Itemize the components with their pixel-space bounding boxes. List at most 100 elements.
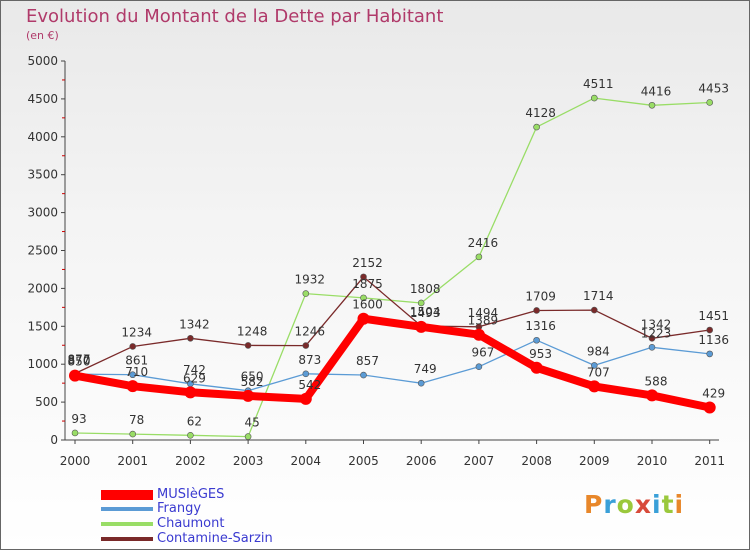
data-label-musi-ges: 542	[298, 378, 321, 392]
data-point-chaumont	[706, 99, 714, 106]
data-label-chaumont: 78	[129, 413, 144, 427]
data-label-musi-ges: 1493	[410, 306, 441, 320]
data-point-chaumont	[302, 290, 310, 297]
data-label-frangy: 742	[183, 363, 206, 377]
y-tick-label: 500	[35, 395, 58, 409]
data-point-musi-ges	[415, 320, 428, 333]
data-label-chaumont: 45	[244, 416, 259, 430]
data-point-musi-ges	[242, 389, 255, 402]
data-label-musi-ges: 582	[241, 375, 264, 389]
data-label-chaumont: 62	[187, 414, 202, 428]
data-label-contamine-sarzin: 1451	[698, 309, 729, 323]
legend-label-frangy: Frangy	[157, 501, 202, 516]
data-label-chaumont: 1808	[410, 282, 441, 296]
y-tick-label: 1000	[27, 357, 58, 371]
legend-label-chaumont: Chaumont	[157, 516, 225, 531]
data-label-musi-ges: 707	[587, 365, 610, 379]
y-tick-label: 4500	[27, 92, 58, 106]
data-point-musi-ges	[472, 328, 485, 341]
data-point-frangy	[475, 363, 483, 371]
data-label-contamine-sarzin: 1714	[583, 289, 614, 303]
data-point-frangy	[302, 370, 310, 378]
chart-subtitle: (en €)	[26, 29, 59, 42]
data-label-chaumont: 4511	[583, 77, 614, 91]
data-point-contamine-sarzin	[129, 343, 136, 350]
data-point-musi-ges	[299, 392, 312, 405]
x-tick-label: 2010	[637, 454, 668, 468]
x-tick-label: 2006	[406, 454, 437, 468]
data-label-contamine-sarzin: 877	[68, 353, 91, 367]
data-point-musi-ges	[703, 401, 716, 414]
x-tick-label: 2003	[233, 454, 264, 468]
data-label-chaumont: 1875	[352, 277, 383, 291]
data-label-frangy: 870	[68, 353, 91, 367]
data-label-contamine-sarzin: 1234	[121, 325, 152, 339]
y-tick-label: 5000	[27, 54, 58, 68]
data-label-frangy: 1136	[698, 333, 729, 347]
series-line-frangy	[74, 339, 710, 392]
x-tick-label: 2004	[291, 454, 322, 468]
data-point-contamine-sarzin	[360, 273, 367, 281]
data-label-contamine-sarzin: 1246	[295, 325, 326, 339]
data-point-contamine-sarzin	[706, 326, 714, 334]
data-label-contamine-sarzin: 1504	[410, 305, 441, 319]
data-point-chaumont	[360, 294, 367, 302]
x-tick-label: 2008	[521, 454, 552, 468]
data-label-musi-ges: 429	[702, 386, 725, 400]
data-point-contamine-sarzin	[648, 334, 656, 342]
data-label-musi-ges: 850	[68, 355, 91, 369]
data-point-contamine-sarzin	[244, 342, 252, 349]
y-tick-label: 2000	[27, 281, 58, 295]
data-point-frangy	[360, 371, 367, 379]
data-label-musi-ges: 629	[183, 371, 206, 385]
data-point-musi-ges	[126, 380, 139, 393]
data-point-musi-ges	[588, 380, 601, 393]
data-point-frangy	[648, 343, 656, 351]
data-label-frangy: 650	[241, 370, 264, 384]
data-label-chaumont: 1932	[295, 273, 326, 287]
legend-label-contamine-sarzin: Contamine-Sarzin	[157, 531, 273, 546]
data-point-chaumont	[648, 101, 656, 109]
data-point-contamine-sarzin	[533, 307, 540, 314]
data-label-chaumont: 93	[71, 412, 86, 426]
y-tick-label: 3500	[27, 168, 58, 182]
data-label-musi-ges: 1389	[468, 314, 499, 328]
data-label-chaumont: 4128	[525, 106, 556, 120]
data-label-contamine-sarzin: 1342	[179, 317, 210, 331]
data-label-frangy: 1223	[641, 326, 672, 340]
data-point-frangy	[590, 362, 598, 369]
data-label-contamine-sarzin: 1342	[641, 317, 672, 331]
legend-item-frangy: Frangy	[101, 502, 201, 516]
logo-letter: o	[616, 490, 635, 519]
x-tick-label: 2002	[175, 454, 206, 468]
data-point-frangy	[533, 336, 540, 344]
data-point-chaumont	[187, 432, 194, 439]
x-tick-label: 2007	[464, 454, 495, 468]
data-point-chaumont	[533, 123, 540, 131]
chart-title: Evolution du Montant de la Dette par Hab…	[26, 6, 444, 27]
logo-letter: t	[661, 490, 675, 519]
y-tick-label: 4000	[27, 130, 58, 144]
logo-letter: x	[634, 490, 652, 519]
data-point-chaumont	[417, 299, 425, 307]
series-line-chaumont	[74, 97, 710, 438]
legend-label-musieges: MUSIèGES	[157, 487, 225, 502]
data-label-frangy: 984	[587, 344, 610, 358]
legend-item-contamine-sarzin: Contamine-Sarzin	[101, 532, 273, 546]
data-point-musi-ges	[69, 369, 81, 382]
legend-swatch-chaumont	[101, 522, 153, 526]
legend-swatch-musieges	[101, 490, 153, 500]
data-point-frangy	[129, 371, 136, 379]
logo-letter: i	[652, 490, 662, 519]
data-point-contamine-sarzin	[187, 334, 194, 342]
logo-letter: P	[584, 490, 604, 519]
x-tick-label: 2000	[60, 454, 91, 468]
data-label-frangy: 1316	[525, 319, 556, 333]
proxiti-logo: Proxiti	[584, 490, 684, 519]
data-point-musi-ges	[184, 386, 197, 399]
logo-letter: i	[674, 490, 685, 519]
data-point-chaumont	[129, 430, 136, 438]
data-label-musi-ges: 1600	[352, 298, 383, 312]
series-line-musi-ges	[74, 314, 711, 412]
